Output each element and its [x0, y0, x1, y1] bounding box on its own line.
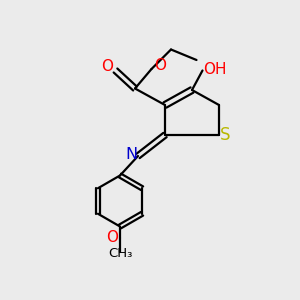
- Text: O: O: [106, 230, 119, 245]
- Text: S: S: [220, 126, 231, 144]
- Text: O: O: [154, 58, 166, 73]
- Text: CH₃: CH₃: [108, 247, 132, 260]
- Text: OH: OH: [203, 61, 227, 76]
- Text: O: O: [101, 59, 113, 74]
- Text: N: N: [125, 147, 137, 162]
